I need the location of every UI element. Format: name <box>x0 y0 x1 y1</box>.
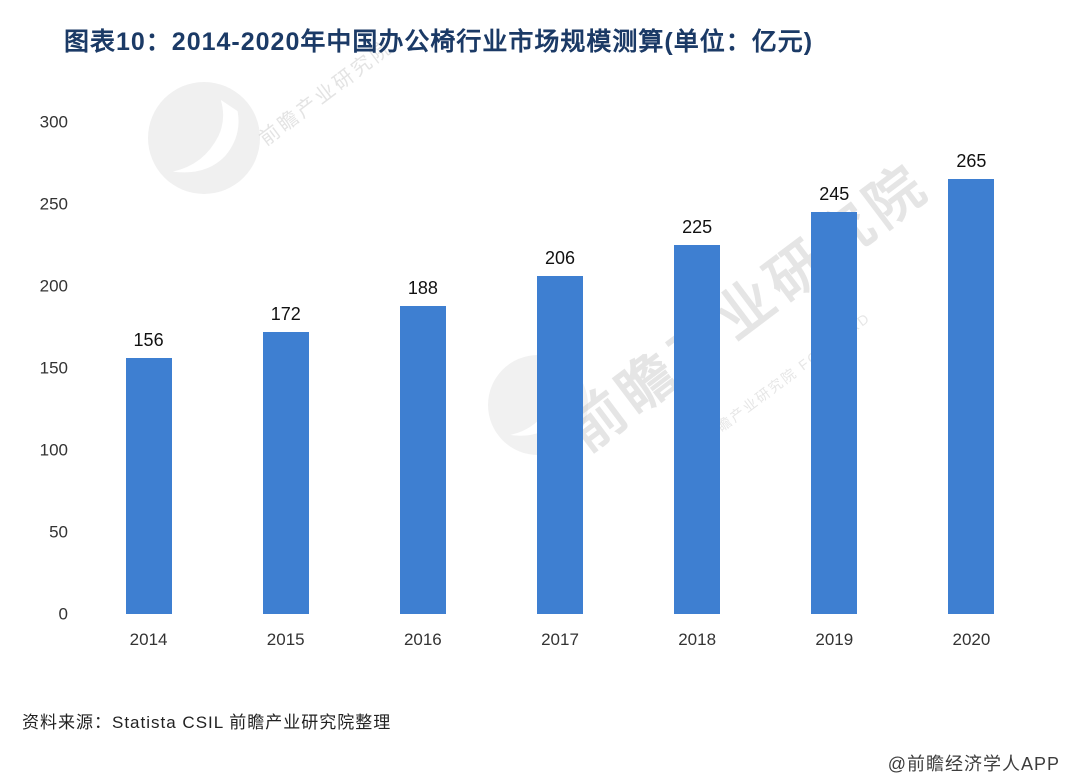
bar-group: 188 2016 <box>354 122 491 649</box>
bar <box>399 305 446 614</box>
y-tick-label: 150 <box>39 358 68 378</box>
source-note: 资料来源：Statista CSIL 前瞻产业研究院整理 <box>22 713 392 732</box>
bar-group: 245 2019 <box>766 122 903 649</box>
bar-value-label: 172 <box>270 303 301 324</box>
bar-group: 172 2015 <box>217 122 354 649</box>
y-tick-label: 200 <box>39 276 68 296</box>
y-tick-label: 50 <box>49 522 68 542</box>
bar-value-label: 225 <box>682 217 713 237</box>
bar-value-label: 265 <box>956 151 987 172</box>
bar-value-label: 156 <box>133 330 164 351</box>
bar <box>262 331 309 614</box>
x-axis-label: 2020 <box>952 630 991 649</box>
y-axis: 0 50 100 150 200 250 300 <box>28 114 80 623</box>
bar-group: 206 2017 <box>491 122 628 649</box>
bar-value-label: 245 <box>819 184 850 205</box>
bar-value-label: 188 <box>407 277 438 298</box>
bar-group: 225 2018 <box>629 122 766 649</box>
y-tick-label: 250 <box>39 194 68 214</box>
bar <box>674 245 721 614</box>
bar <box>536 276 583 614</box>
x-axis-label: 2016 <box>403 630 442 649</box>
x-axis-label: 2017 <box>541 630 579 649</box>
y-tick-label: 0 <box>58 604 68 624</box>
bar-group: 265 2020 <box>903 122 1040 649</box>
bar <box>125 358 172 614</box>
x-axis-label: 2019 <box>815 630 854 649</box>
brand-note: @前瞻经济学人APP <box>887 754 1060 774</box>
bar-value-label: 206 <box>544 248 576 269</box>
bar-group: 156 2014 <box>80 122 217 649</box>
bar <box>811 212 858 614</box>
plot-area: 156 2014 172 2015 188 2016 206 2017 225 2018 245 20… <box>80 122 1040 649</box>
bar-chart: 0 50 100 150 200 250 300 156 2014 172 2015 188 2016… <box>28 114 1040 649</box>
bar <box>948 179 995 614</box>
chart-title: 图表10：2014-2020年中国办公椅行业市场规模测算(单位：亿元) <box>64 28 814 56</box>
x-axis-label: 2015 <box>266 630 305 649</box>
x-axis-label: 2018 <box>678 630 717 649</box>
y-tick-label: 100 <box>39 440 68 460</box>
x-axis-label: 2014 <box>129 630 168 649</box>
y-tick-label: 300 <box>39 112 68 132</box>
